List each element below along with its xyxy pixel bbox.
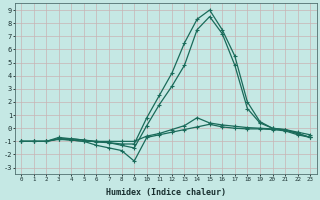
X-axis label: Humidex (Indice chaleur): Humidex (Indice chaleur) — [106, 188, 226, 197]
